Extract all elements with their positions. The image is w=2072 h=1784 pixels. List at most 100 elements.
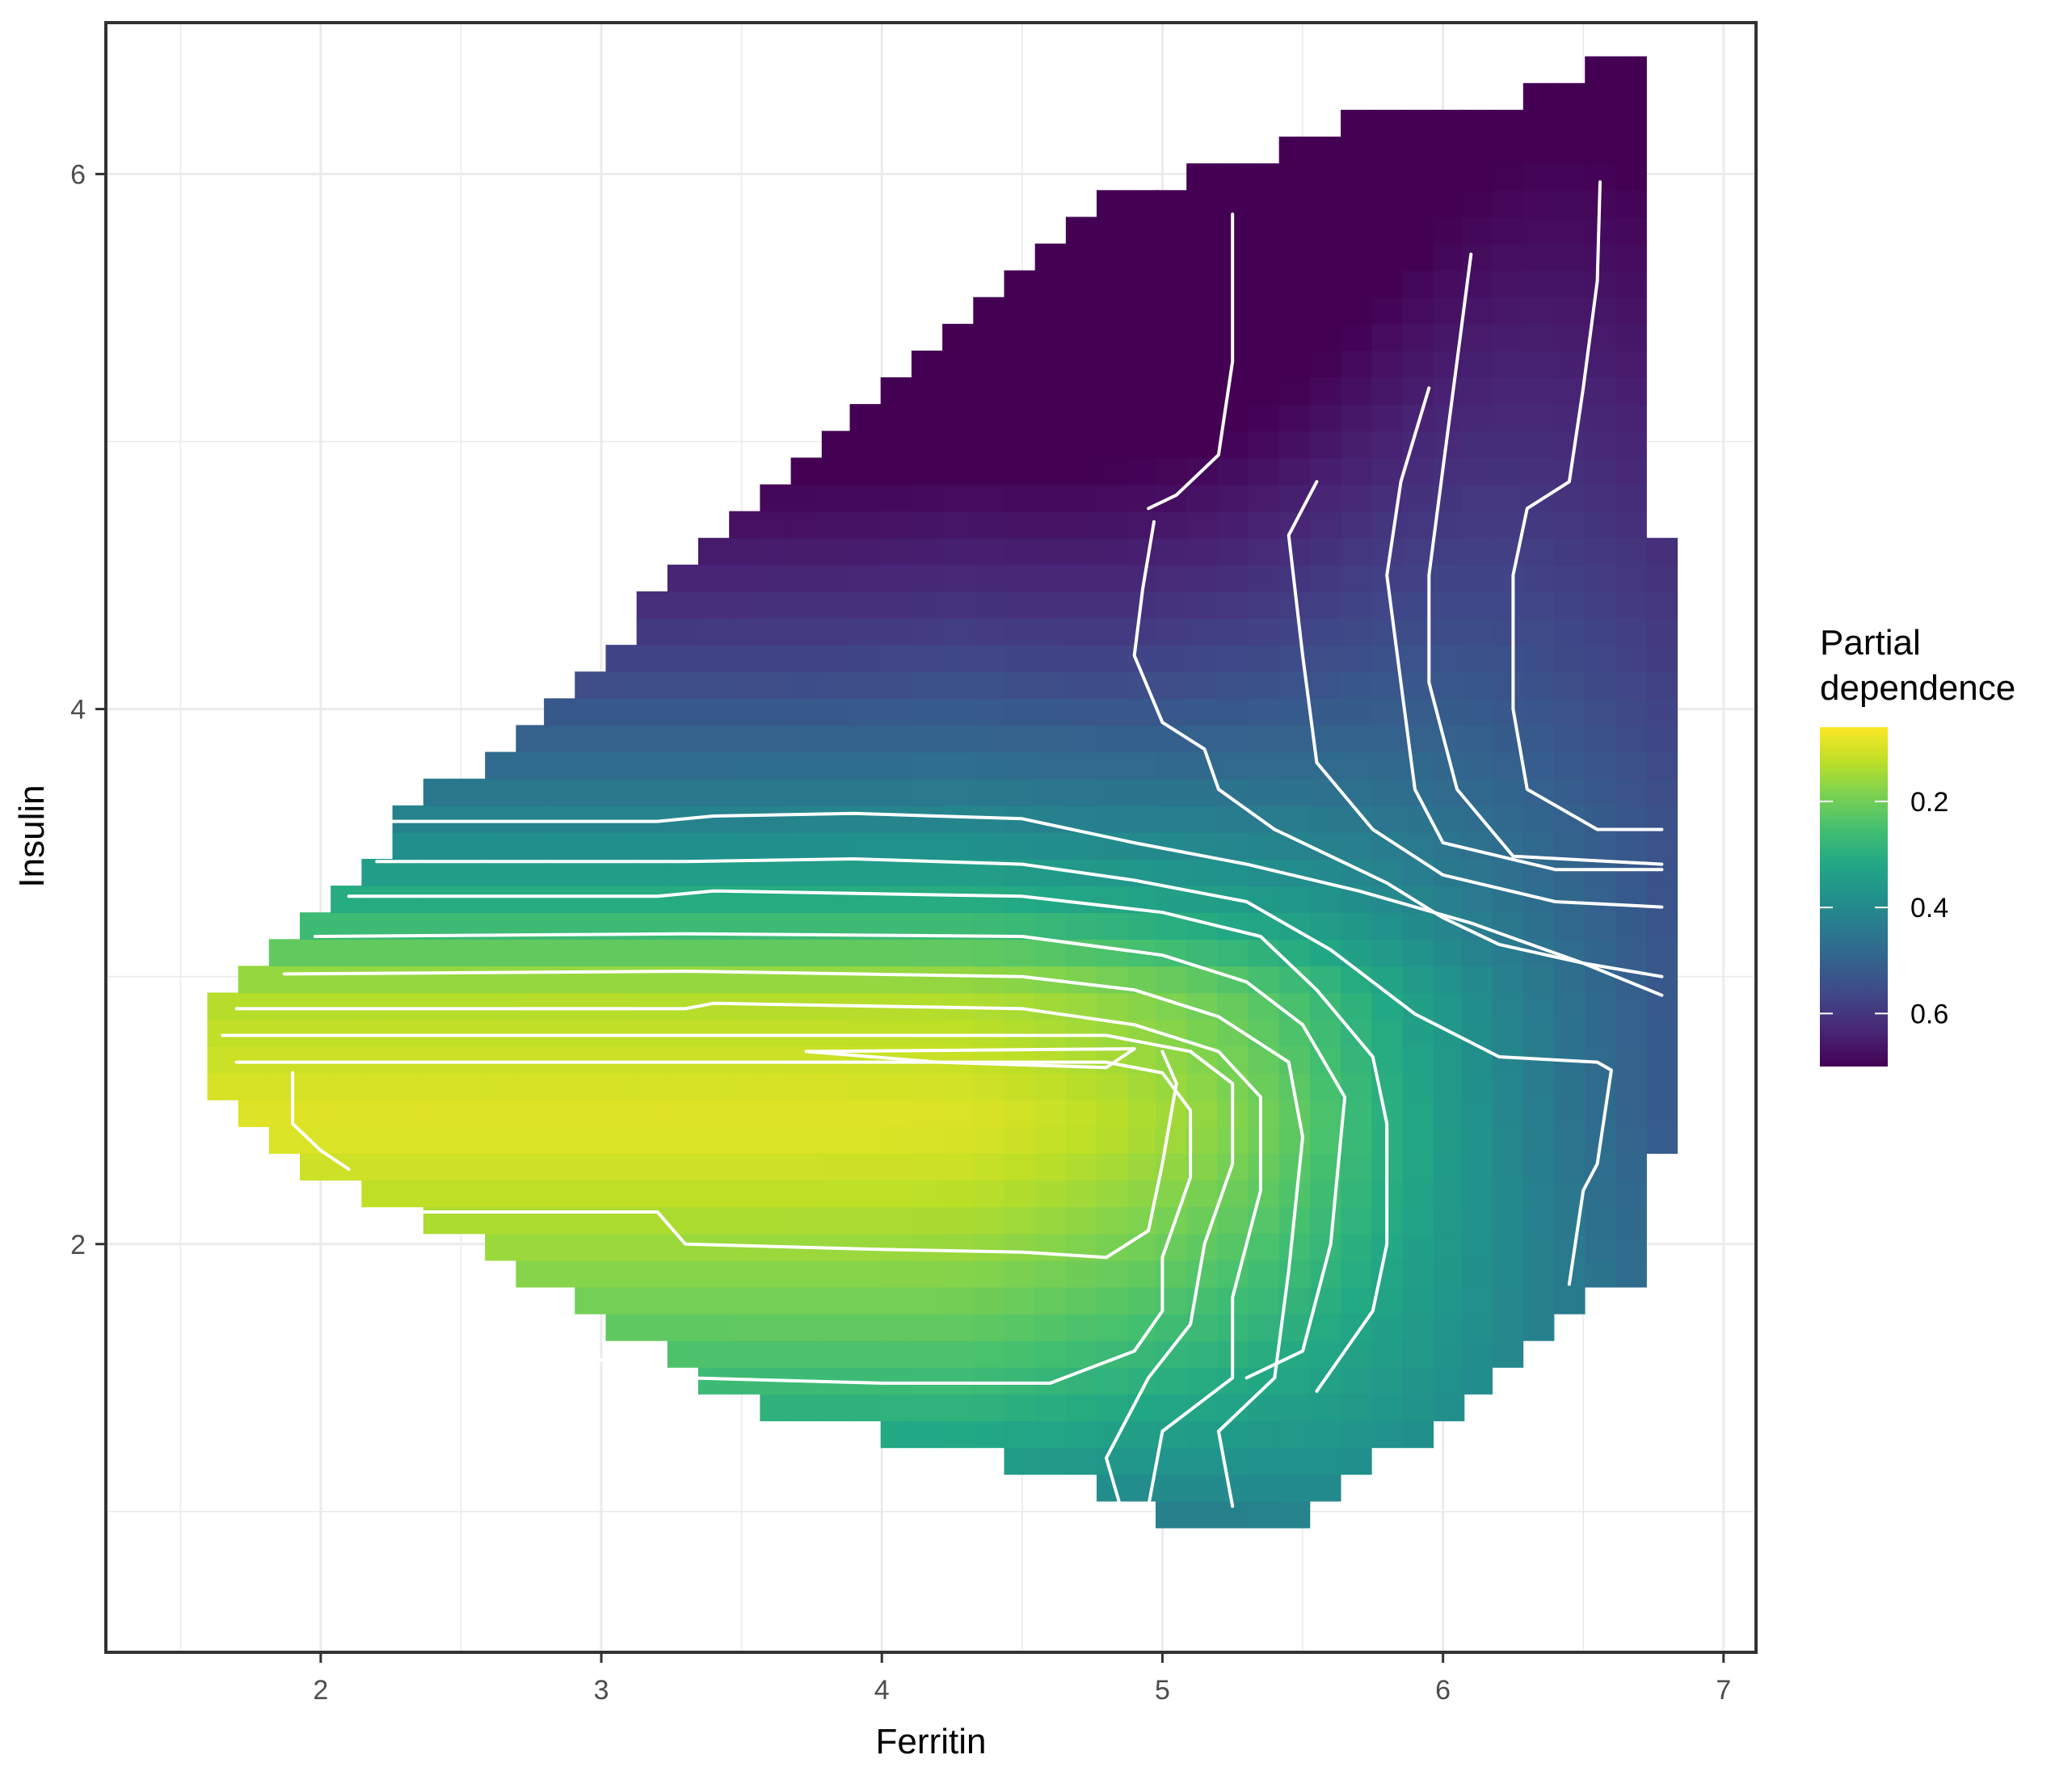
heatmap-tile bbox=[1034, 1260, 1067, 1288]
heatmap-tile bbox=[1585, 137, 1616, 164]
heatmap-tile bbox=[1371, 270, 1403, 298]
heatmap-tile bbox=[1371, 377, 1403, 405]
heatmap-tile bbox=[821, 698, 853, 726]
heatmap-tile bbox=[1186, 377, 1218, 405]
heatmap-tile bbox=[1554, 137, 1586, 164]
heatmap-tile bbox=[1065, 698, 1097, 726]
heatmap-tile bbox=[1461, 966, 1493, 994]
heatmap-tile bbox=[1186, 243, 1218, 271]
heatmap-tile bbox=[729, 992, 760, 1020]
heatmap-tile bbox=[1248, 537, 1280, 566]
heatmap-tile bbox=[821, 618, 853, 646]
heatmap-tile bbox=[911, 645, 943, 672]
heatmap-tile bbox=[1065, 1420, 1097, 1449]
heatmap-tile bbox=[760, 751, 791, 780]
heatmap-tile bbox=[1461, 1072, 1493, 1100]
heatmap-tile bbox=[1156, 966, 1187, 994]
heatmap-tile bbox=[1217, 725, 1249, 753]
heatmap-tile bbox=[423, 1126, 455, 1154]
heatmap-tile bbox=[760, 886, 791, 913]
heatmap-tile bbox=[1341, 751, 1372, 780]
heatmap-tile bbox=[575, 992, 606, 1020]
heatmap-tile bbox=[1248, 350, 1280, 378]
heatmap-tile bbox=[760, 1286, 791, 1315]
heatmap-tile bbox=[1522, 1260, 1555, 1288]
heatmap-tile bbox=[392, 831, 424, 860]
heatmap-tile bbox=[485, 1100, 516, 1127]
heatmap-tile bbox=[667, 1019, 699, 1047]
heatmap-tile bbox=[1309, 537, 1341, 566]
heatmap-tile bbox=[1065, 618, 1097, 646]
heatmap-tile bbox=[516, 886, 547, 913]
heatmap-tile bbox=[1309, 886, 1341, 913]
heatmap-tile bbox=[760, 1260, 791, 1288]
heatmap-tile bbox=[1433, 190, 1465, 218]
heatmap-tile bbox=[1341, 1420, 1372, 1449]
heatmap-tile bbox=[516, 805, 547, 833]
heatmap-tile bbox=[1402, 190, 1434, 218]
heatmap-tile bbox=[485, 805, 516, 833]
heatmap-tile bbox=[1554, 511, 1586, 539]
legend-tick-label: 0.6 bbox=[1910, 999, 1948, 1029]
heatmap-tile bbox=[1585, 1206, 1616, 1235]
heatmap-tile bbox=[1492, 966, 1524, 994]
heatmap-tile bbox=[911, 618, 943, 646]
heatmap-tile bbox=[1433, 564, 1465, 592]
heatmap-tile bbox=[1433, 457, 1465, 486]
heatmap-tile bbox=[1065, 1206, 1097, 1235]
heatmap-tile bbox=[1522, 618, 1555, 646]
heatmap-tile bbox=[1004, 1313, 1036, 1341]
heatmap-tile bbox=[790, 1100, 823, 1127]
heatmap-tile bbox=[605, 1019, 638, 1047]
heatmap-tile bbox=[392, 859, 424, 886]
heatmap-tile bbox=[1127, 805, 1159, 833]
heatmap-tile bbox=[1341, 992, 1372, 1020]
heatmap-tile bbox=[1492, 1072, 1524, 1100]
heatmap-tile bbox=[1341, 163, 1372, 191]
heatmap-tile bbox=[1646, 671, 1678, 700]
heatmap-tile bbox=[1585, 645, 1616, 672]
heatmap-tile bbox=[1309, 243, 1341, 271]
heatmap-tile bbox=[911, 484, 943, 512]
heatmap-tile bbox=[1004, 886, 1036, 913]
heatmap-tile bbox=[1127, 484, 1159, 512]
heatmap-tile bbox=[1127, 1100, 1159, 1127]
heatmap-tile bbox=[1371, 457, 1403, 486]
heatmap-tile bbox=[1065, 966, 1097, 994]
heatmap-tile bbox=[1004, 1340, 1036, 1368]
heatmap-tile bbox=[1433, 1233, 1465, 1261]
heatmap-tile bbox=[1646, 992, 1678, 1020]
heatmap-tile bbox=[1127, 431, 1159, 459]
heatmap-tile bbox=[1522, 82, 1555, 111]
heatmap-tile bbox=[849, 484, 882, 512]
heatmap-tile bbox=[1278, 1500, 1311, 1529]
heatmap-tile bbox=[1034, 751, 1067, 780]
heatmap-tile bbox=[1341, 645, 1372, 672]
heatmap-tile bbox=[1097, 1153, 1128, 1181]
heatmap-tile bbox=[790, 645, 823, 672]
heatmap-tile bbox=[942, 377, 974, 405]
heatmap-tile bbox=[423, 886, 455, 913]
heatmap-tile bbox=[667, 1126, 699, 1154]
heatmap-tile bbox=[1127, 243, 1159, 271]
heatmap-tile bbox=[1433, 297, 1465, 325]
heatmap-tile bbox=[667, 725, 699, 753]
heatmap-tile bbox=[1371, 1420, 1403, 1449]
heatmap-tile bbox=[1615, 1233, 1647, 1261]
heatmap-tile bbox=[911, 1206, 943, 1235]
heatmap-tile bbox=[516, 992, 547, 1020]
heatmap-tile bbox=[1248, 1474, 1280, 1502]
heatmap-tile bbox=[849, 671, 882, 700]
heatmap-tile bbox=[1402, 1233, 1434, 1261]
heatmap-tile bbox=[1615, 912, 1647, 940]
heatmap-tile bbox=[1127, 297, 1159, 325]
heatmap-tile bbox=[485, 1072, 516, 1100]
heatmap-tile bbox=[729, 1260, 760, 1288]
heatmap-tile bbox=[1065, 217, 1097, 245]
heatmap-tile bbox=[1309, 404, 1341, 431]
heatmap-tile bbox=[1186, 163, 1218, 191]
heatmap-tile bbox=[1127, 323, 1159, 351]
heatmap-tile bbox=[1065, 1100, 1097, 1127]
heatmap-tile bbox=[1615, 1180, 1647, 1208]
heatmap-tile bbox=[1615, 82, 1647, 111]
